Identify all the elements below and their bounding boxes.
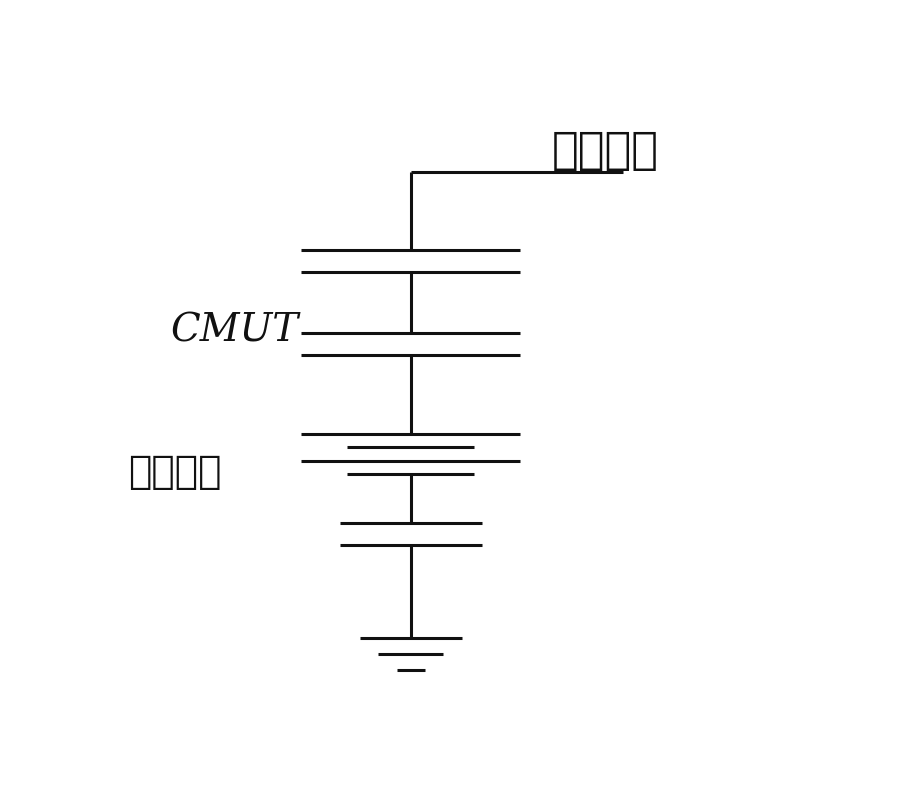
Text: 直流偏置: 直流偏置 (128, 454, 221, 491)
Text: 交流信号: 交流信号 (551, 129, 659, 172)
Text: CMUT: CMUT (170, 313, 298, 350)
